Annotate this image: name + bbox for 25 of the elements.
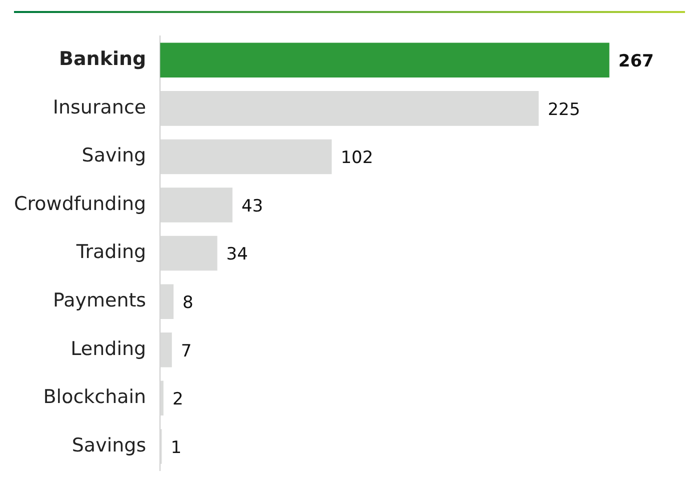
y-tick-label: Lending	[70, 338, 146, 360]
y-tick-label: Trading	[75, 241, 146, 264]
data-label: 1	[170, 438, 182, 458]
y-tick-label: Crowdfunding	[14, 192, 146, 215]
bar	[160, 284, 174, 319]
data-label: 8	[182, 293, 194, 314]
data-label: 34	[226, 244, 248, 265]
y-tick-label: Savings	[72, 434, 146, 456]
bar	[160, 236, 218, 271]
bar	[160, 139, 332, 174]
bar	[160, 332, 172, 368]
y-tick-label: Insurance	[52, 96, 146, 118]
data-label: 43	[241, 196, 264, 216]
data-label: 7	[180, 341, 192, 362]
data-label: 2	[172, 390, 184, 410]
y-tick-label: Payments	[53, 290, 146, 312]
bar	[160, 91, 539, 126]
data-label: 225	[548, 100, 580, 120]
y-tick-label: Banking	[58, 48, 146, 70]
bar	[160, 188, 232, 222]
bar	[160, 42, 610, 78]
y-tick-label: Blockchain	[43, 386, 146, 408]
data-label: 267	[618, 52, 654, 72]
y-tick-label: Saving	[82, 144, 146, 167]
data-label: 102	[340, 148, 374, 168]
